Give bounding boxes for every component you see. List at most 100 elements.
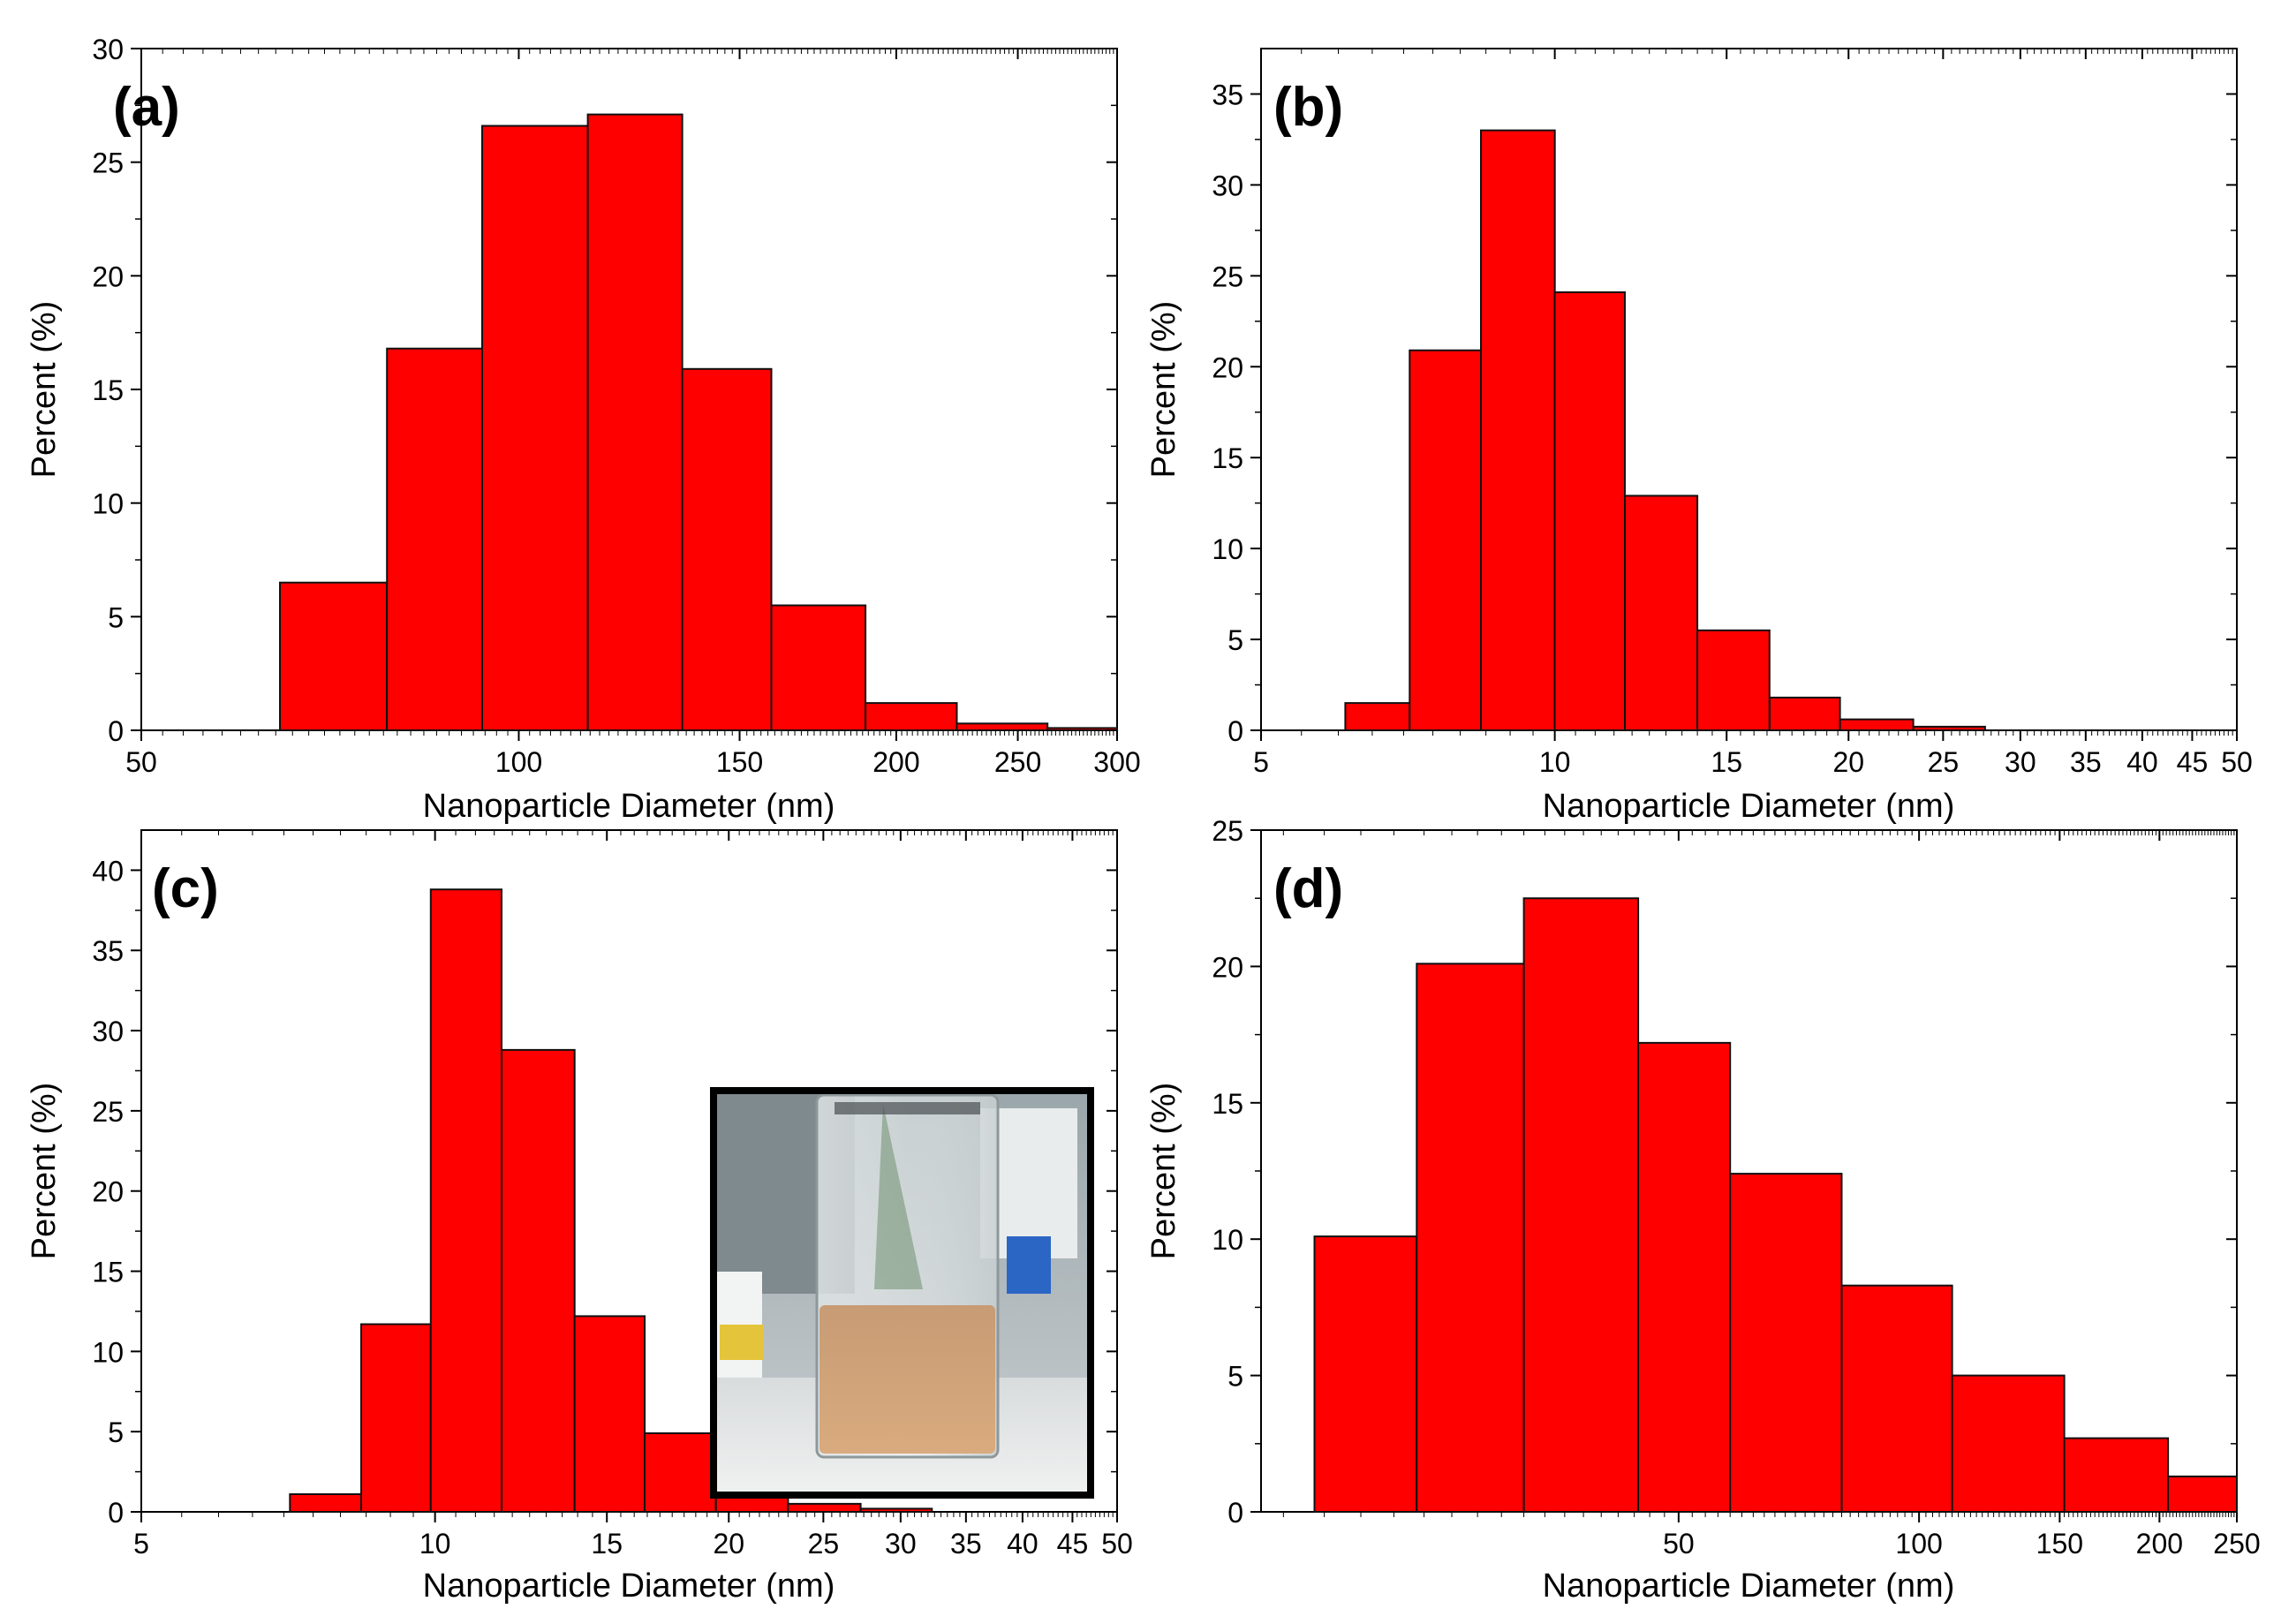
panel-c-xtick-label-7: 40	[1007, 1528, 1039, 1560]
panel-c-ytick-label-2: 10	[92, 1336, 124, 1368]
panel-c-bar-8	[859, 1507, 933, 1514]
panel-a-ticks: 0 5 10 15 20 25 30 50 100 150 200 250 300	[92, 34, 1140, 778]
panel-b-xlabel: Nanoparticle Diameter (nm)	[1543, 788, 1955, 825]
panel-b-plot-frame	[1260, 48, 2238, 731]
panel-b-bar-4	[1624, 495, 1699, 732]
panel-c-ytick-label-1: 5	[108, 1416, 124, 1448]
panel-b-ytick-label-7: 35	[1212, 79, 1243, 110]
panel-a-bar-1	[386, 347, 484, 731]
panel-c-bar-5	[644, 1432, 717, 1513]
panel-d-ytick-label-4: 20	[1212, 951, 1243, 983]
panel-b-bar-2	[1480, 129, 1556, 732]
panel-a-ytick-label-4: 20	[92, 261, 124, 292]
panel-a-ytick-label-5: 25	[92, 147, 124, 179]
panel-b-xtick-label-1: 10	[1539, 746, 1571, 778]
panel-c-xtick-label-6: 35	[950, 1528, 982, 1560]
panel-b-bar-7	[1839, 718, 1915, 731]
panel-d-xtick-label-4: 250	[2213, 1528, 2260, 1560]
panel-a-ytick-label-0: 0	[108, 715, 124, 747]
panel-c-bar-4	[573, 1315, 646, 1514]
panel-b-xtick-label-8: 45	[2177, 746, 2209, 778]
panel-c-xtick-label-3: 20	[713, 1528, 744, 1560]
panel-a-bar-2	[481, 125, 589, 731]
panel-b-ytick-label-3: 15	[1212, 442, 1243, 474]
panel-b-ytick-label-2: 10	[1212, 533, 1243, 565]
panel-d-ytick-label-2: 10	[1212, 1224, 1243, 1256]
panel-a-ytick-label-1: 5	[108, 601, 124, 633]
panel-c-xtick-label-1: 10	[419, 1528, 451, 1560]
panel-c-bars	[289, 888, 933, 1514]
panel-c-bar-3	[501, 1048, 576, 1513]
panel-b-xtick-label-3: 20	[1832, 746, 1864, 778]
panel-b-bar-0	[1344, 702, 1411, 731]
panel-d: 0 5 10 15 20 25 50 100 150 200 250 (d) Nanoparticl…	[1145, 815, 2261, 1605]
panel-b-xtick-label-0: 5	[1253, 746, 1269, 778]
panel-d-bar-6	[1951, 1374, 2066, 1513]
panel-d-ticks: 0 5 10 15 20 25 50 100 150 200 250	[1212, 815, 2260, 1560]
panel-a-ytick-label-6: 30	[92, 34, 124, 65]
panel-a-bar-7	[955, 722, 1049, 731]
panel-b-xtick-label-2: 15	[1711, 746, 1742, 778]
panel-a-bars	[279, 113, 1118, 732]
panel-c-ytick-label-7: 35	[92, 935, 124, 967]
panel-a-ytick-label-3: 15	[92, 374, 124, 406]
panel-a-xtick-label-2: 150	[716, 746, 763, 778]
panel-b-bar-6	[1768, 696, 1841, 732]
panel-a: 0 5 10 15 20 25 30 50 100 150 200 250 300 (a) Nanopa…	[26, 34, 1141, 825]
panel-a-xtick-label-5: 300	[1093, 746, 1140, 778]
panel-c-xtick-label-8: 45	[1057, 1528, 1089, 1560]
panel-b-xtick-label-9: 50	[2221, 746, 2253, 778]
panel-a-xlabel: Nanoparticle Diameter (nm)	[423, 788, 835, 825]
panel-d-bar-7	[2063, 1437, 2170, 1513]
panel-b-xtick-label-6: 35	[2070, 746, 2102, 778]
panel-b-ytick-label-4: 20	[1212, 351, 1243, 383]
panel-b-bar-3	[1553, 291, 1626, 731]
panel-b-bar-1	[1409, 349, 1483, 731]
panel-d-bar-5	[1840, 1284, 1953, 1513]
panel-d-ytick-label-5: 25	[1212, 815, 1243, 847]
panel-c-xtick-label-4: 25	[808, 1528, 840, 1560]
panel-c-xtick-label-5: 30	[885, 1528, 917, 1560]
panel-b-label: (b)	[1273, 77, 1343, 138]
panel-a-bar-5	[770, 604, 867, 731]
panel-d-ylabel: Percent (%)	[1145, 1083, 1182, 1260]
panel-d-bar-4	[1729, 1173, 1843, 1513]
panel-b-bars	[1344, 129, 1986, 732]
panel-a-ylabel: Percent (%)	[26, 301, 63, 479]
panel-a-ytick-label-2: 10	[92, 488, 124, 520]
panel-c-xtick-label-9: 50	[1101, 1528, 1133, 1560]
panel-a-bar-4	[681, 367, 773, 731]
panel-a-bar-0	[279, 581, 389, 732]
panel-c-ytick-label-8: 40	[92, 855, 124, 887]
panel-d-bar-3	[1637, 1041, 1732, 1513]
panel-a-xtick-label-1: 100	[495, 746, 542, 778]
panel-b-xtick-label-5: 30	[2005, 746, 2036, 778]
panel-a-label: (a)	[113, 77, 180, 138]
panel-d-xtick-label-0: 50	[1663, 1528, 1695, 1560]
panel-b-xtick-label-4: 25	[1928, 746, 1960, 778]
panel-c-ylabel: Percent (%)	[26, 1083, 63, 1260]
panel-c-xlabel: Nanoparticle Diameter (nm)	[423, 1567, 835, 1605]
panel-c-bar-0	[289, 1493, 362, 1513]
panel-c-xtick-label-0: 5	[133, 1528, 149, 1560]
panel-c-bar-7	[787, 1502, 862, 1514]
panel-a-bar-8	[1046, 727, 1118, 732]
panel-b-xtick-label-7: 40	[2126, 746, 2158, 778]
panel-c-ytick-label-4: 20	[92, 1176, 124, 1208]
panel-b-bar-8	[1912, 725, 1986, 732]
panel-a-xtick-label-4: 250	[994, 746, 1041, 778]
panel-d-bar-0	[1313, 1235, 1418, 1513]
panel-b-ytick-label-0: 0	[1227, 715, 1243, 747]
panel-d-ytick-label-3: 15	[1212, 1088, 1243, 1120]
panel-c-xtick-label-2: 15	[591, 1528, 623, 1560]
panel-b-ytick-label-1: 5	[1227, 624, 1243, 656]
panel-d-xlabel: Nanoparticle Diameter (nm)	[1543, 1567, 1955, 1605]
panel-c-ytick-label-0: 0	[108, 1497, 124, 1529]
beaker-photo-inset	[710, 1087, 1094, 1499]
panel-d-xtick-label-1: 100	[1895, 1528, 1942, 1560]
panel-d-bar-1	[1416, 963, 1525, 1514]
